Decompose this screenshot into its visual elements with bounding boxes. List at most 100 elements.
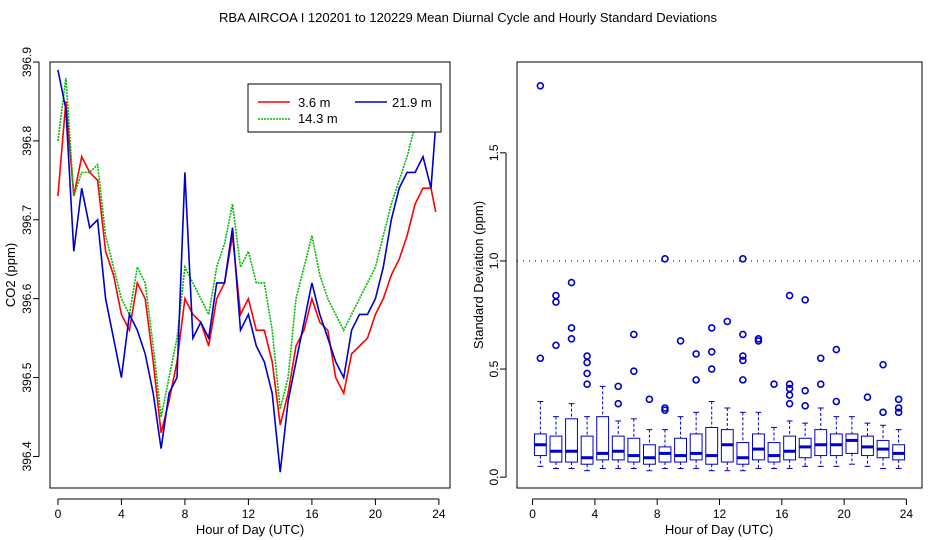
figure-title: RBA AIRCOA I 120201 to 120229 Mean Diurn… bbox=[219, 10, 717, 25]
box-hour-6-5 bbox=[627, 330, 641, 470]
outlier-point bbox=[894, 395, 903, 404]
y-tick-label: 396.6 bbox=[20, 283, 34, 313]
y-tick-label: 396.5 bbox=[20, 362, 34, 392]
x-tick-label: 12 bbox=[713, 507, 727, 521]
outlier-point bbox=[832, 345, 841, 354]
outlier-point bbox=[785, 291, 794, 300]
box-iqr bbox=[674, 437, 687, 463]
box-iqr bbox=[736, 442, 750, 465]
box-hour-11-5 bbox=[705, 324, 719, 472]
x-tick-label: 8 bbox=[654, 507, 661, 521]
outlier-point bbox=[816, 354, 825, 363]
box-hour-7-5 bbox=[642, 395, 656, 472]
y-tick-label: 396.7 bbox=[20, 204, 34, 234]
x-tick-label: 0 bbox=[55, 507, 62, 521]
outlier-point bbox=[785, 391, 794, 399]
box-hour-12-5 bbox=[720, 317, 734, 472]
x-tick-label: 24 bbox=[900, 507, 914, 521]
outlier-point bbox=[583, 380, 591, 389]
box-iqr bbox=[783, 435, 797, 461]
x-tick-label: 4 bbox=[118, 507, 125, 521]
y-tick-label: 1.5 bbox=[487, 144, 501, 161]
outlier-point bbox=[739, 352, 747, 360]
outlier-point bbox=[692, 376, 700, 384]
outlier-point bbox=[832, 397, 841, 406]
box-hour-8-5 bbox=[658, 254, 672, 470]
box-hour-4-5 bbox=[596, 385, 610, 470]
box-hour-19-5 bbox=[829, 345, 843, 467]
outlier-point bbox=[801, 296, 809, 304]
x-tick-label: 12 bbox=[242, 507, 256, 521]
line-chart-x-label: Hour of Day (UTC) bbox=[196, 522, 304, 537]
box-hour-22-5 bbox=[876, 360, 890, 470]
box-chart-panel: 0 4 8 12 16 20 24 0.0 0.5 1.0 1.5 Hour of Day (UT… bbox=[471, 61, 923, 537]
outlier-point bbox=[552, 341, 560, 350]
outlier-point bbox=[536, 81, 545, 90]
outlier-point bbox=[739, 254, 747, 263]
x-tick-label: 24 bbox=[432, 507, 446, 521]
box-hour-20-5 bbox=[845, 416, 859, 465]
box-hour-15-5 bbox=[767, 380, 781, 470]
box-iqr bbox=[627, 437, 641, 463]
outlier-point bbox=[661, 406, 669, 414]
x-tick-label: 20 bbox=[837, 507, 851, 521]
box-chart-y-axis: 0.0 0.5 1.0 1.5 bbox=[487, 144, 507, 486]
box-iqr bbox=[705, 426, 719, 465]
y-tick-label: 0.5 bbox=[487, 360, 501, 377]
box-chart-x-label: Hour of Day (UTC) bbox=[665, 522, 773, 537]
line-chart-legend: 3.6 m 14.3 m 21.9 m bbox=[247, 83, 442, 133]
outlier-point bbox=[801, 402, 809, 410]
y-tick-label: 0.0 bbox=[487, 469, 501, 486]
box-iqr bbox=[611, 435, 625, 461]
outlier-point bbox=[661, 254, 669, 263]
x-tick-label: 16 bbox=[775, 507, 789, 521]
outlier-point bbox=[552, 298, 560, 306]
y-tick-label: 396.8 bbox=[20, 126, 34, 156]
legend-box bbox=[247, 83, 442, 133]
outlier-point bbox=[863, 393, 872, 401]
outlier-point bbox=[583, 369, 591, 378]
series-line-21-9-m bbox=[57, 69, 437, 473]
line-chart-frame bbox=[49, 61, 451, 489]
box-chart-boxes bbox=[533, 81, 906, 472]
line-chart-panel: 0 4 8 12 16 20 24 396.4396.5396.6396.7396.8396… bbox=[3, 47, 451, 537]
box-hour-14-5 bbox=[752, 334, 765, 470]
box-iqr bbox=[767, 442, 781, 463]
outlier-point bbox=[785, 380, 794, 389]
x-tick-label: 4 bbox=[592, 507, 599, 521]
outlier-point bbox=[785, 399, 794, 408]
outlier-point bbox=[879, 360, 887, 369]
line-chart-y-axis: 396.4 396.5 396.6 396.7 396.8 396.9 bbox=[20, 47, 40, 471]
box-iqr bbox=[642, 444, 656, 465]
box-hour-18-5 bbox=[814, 354, 828, 467]
outlier-point bbox=[614, 382, 623, 391]
box-chart-frame bbox=[516, 61, 923, 489]
box-hour-0-5 bbox=[533, 81, 547, 467]
box-hour-1-5 bbox=[549, 291, 563, 470]
outlier-point bbox=[739, 376, 747, 384]
box-hour-5-5 bbox=[611, 382, 625, 470]
outlier-point bbox=[739, 330, 747, 339]
outlier-point bbox=[894, 404, 903, 412]
outlier-point bbox=[707, 324, 716, 332]
outlier-point bbox=[567, 278, 576, 287]
box-iqr bbox=[565, 418, 578, 463]
box-hour-9-5 bbox=[674, 337, 687, 470]
box-iqr bbox=[549, 435, 563, 463]
outlier-point bbox=[801, 386, 809, 395]
x-tick-label: 8 bbox=[182, 507, 189, 521]
legend-label-21-9m: 21.9 m bbox=[392, 95, 432, 110]
box-iqr bbox=[689, 433, 703, 461]
box-hour-17-5 bbox=[798, 296, 812, 467]
outlier-point bbox=[614, 399, 623, 408]
outlier-point bbox=[536, 354, 545, 363]
y-tick-label: 1.0 bbox=[487, 252, 501, 269]
box-hour-13-5 bbox=[736, 254, 750, 472]
y-tick-label: 396.4 bbox=[20, 441, 34, 471]
outlier-point bbox=[723, 317, 732, 326]
outlier-point bbox=[692, 350, 700, 358]
y-tick-label: 396.9 bbox=[20, 47, 34, 77]
box-iqr bbox=[580, 435, 594, 465]
outlier-point bbox=[676, 337, 685, 345]
